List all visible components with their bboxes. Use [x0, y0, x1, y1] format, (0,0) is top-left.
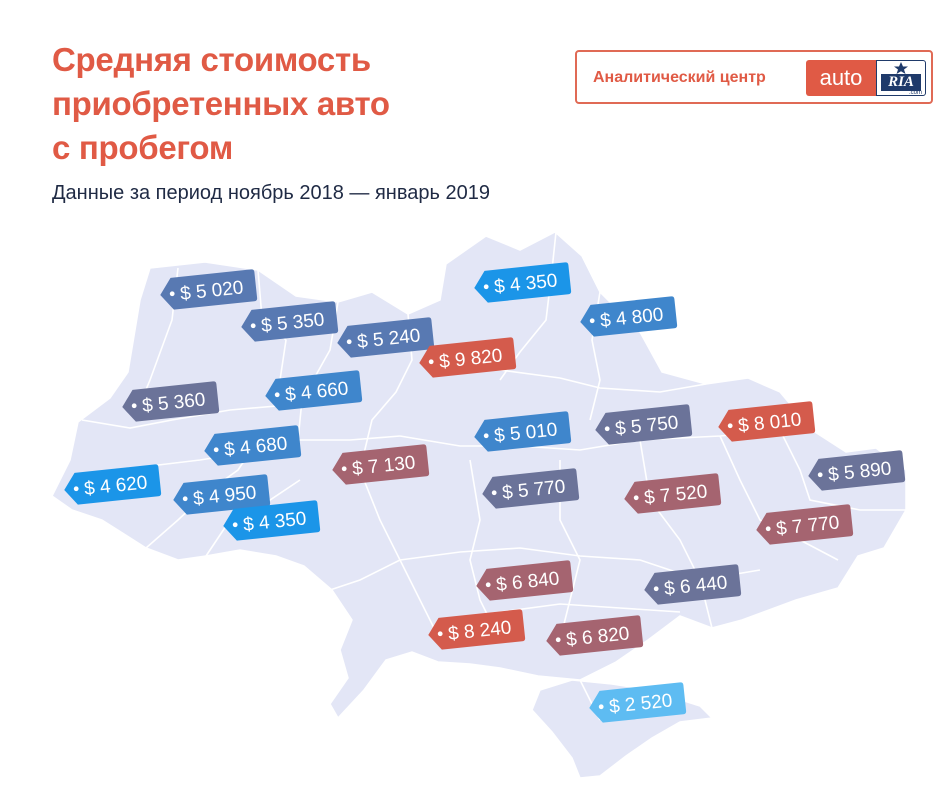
price-tag-shape	[337, 317, 435, 358]
price-tag-hole	[437, 631, 443, 637]
price-tag: $ 4 680	[204, 425, 302, 466]
price-tag-shape	[476, 560, 574, 601]
price-tag: $ 5 890	[808, 450, 906, 491]
price-tag-hole	[131, 403, 137, 409]
price-tag-hole	[232, 522, 238, 528]
price-tag-shape	[756, 504, 854, 545]
price-tag-shape	[546, 615, 644, 656]
price-tag: $ 5 350	[241, 301, 339, 342]
price-tag-shape	[428, 609, 526, 650]
price-tag-shape	[808, 450, 906, 491]
brand-logo-ria: RIA .com	[876, 60, 926, 96]
price-tag: $ 7 130	[332, 444, 430, 485]
price-tag-hole	[213, 447, 219, 453]
price-tag-hole	[653, 586, 659, 592]
price-tag-hole	[765, 526, 771, 532]
price-tag-layer: $ 5 020$ 5 350$ 5 240$ 4 350$ 4 800$ 9 8…	[64, 262, 906, 723]
price-tag: $ 5 750	[595, 404, 693, 445]
price-tag-shape	[644, 564, 742, 605]
price-tag-shape	[474, 411, 572, 452]
price-tag-shape	[122, 381, 220, 422]
price-tag: $ 2 520	[589, 682, 687, 723]
price-tag: $ 4 620	[64, 464, 162, 505]
price-tag-shape	[419, 337, 517, 378]
price-tag-shape	[482, 468, 580, 509]
price-tag-hole	[483, 284, 489, 290]
price-tag: $ 5 360	[122, 381, 220, 422]
price-tag-hole	[428, 359, 434, 365]
price-tag: $ 5 020	[160, 269, 258, 310]
price-tag: $ 9 820	[419, 337, 517, 378]
price-tag-shape	[223, 500, 321, 541]
price-tag-hole	[817, 472, 823, 478]
price-tag: $ 4 660	[265, 370, 363, 411]
price-tag: $ 6 840	[476, 560, 574, 601]
price-tag: $ 6 820	[546, 615, 644, 656]
price-tag: $ 4 950	[173, 474, 271, 515]
price-tag: $ 8 010	[718, 401, 816, 442]
price-tag: $ 7 520	[624, 473, 722, 514]
price-tag: $ 4 350	[474, 262, 572, 303]
price-tag-hole	[727, 423, 733, 429]
price-tag: $ 5 010	[474, 411, 572, 452]
price-tag-shape	[241, 301, 339, 342]
title-line-3: с пробегом	[52, 129, 233, 166]
price-tag-hole	[589, 318, 595, 324]
brand-logo-ria-text: RIA	[881, 74, 921, 91]
price-tag-hole	[346, 339, 352, 345]
price-tag: $ 5 770	[482, 468, 580, 509]
price-tag-shape	[332, 444, 430, 485]
price-tag-shape	[624, 473, 722, 514]
price-tag-hole	[341, 466, 347, 472]
title-line-1: Средняя стоимость	[52, 41, 371, 78]
price-tag: $ 8 240	[428, 609, 526, 650]
price-tag-hole	[483, 433, 489, 439]
chart-title: Средняя стоимость приобретенных авто с п…	[52, 38, 572, 170]
price-tag-shape	[265, 370, 363, 411]
price-tag-shape	[595, 404, 693, 445]
price-tag-shape	[204, 425, 302, 466]
price-tag-hole	[182, 496, 188, 502]
price-tag-hole	[169, 291, 175, 297]
title-line-2: приобретенных авто	[52, 85, 390, 122]
price-tag-hole	[73, 486, 79, 492]
price-tag-hole	[598, 704, 604, 710]
price-tag-hole	[633, 495, 639, 501]
price-tag-shape	[64, 464, 162, 505]
price-tag-hole	[250, 323, 256, 329]
brand-logo-domain: .com	[908, 90, 922, 96]
price-tag-hole	[604, 426, 610, 432]
price-tag-shape	[718, 401, 816, 442]
price-tag-shape	[580, 296, 678, 337]
price-tag: $ 5 240	[337, 317, 435, 358]
price-tag-shape	[474, 262, 572, 303]
price-tag: $ 7 770	[756, 504, 854, 545]
brand-caption: Аналитический центр	[593, 69, 766, 86]
price-tag-shape	[160, 269, 258, 310]
brand-logo-auto: auto	[806, 60, 876, 96]
chart-subtitle: Данные за период ноябрь 2018 — январь 20…	[52, 182, 490, 204]
price-tag: $ 4 800	[580, 296, 678, 337]
price-tag: $ 6 440	[644, 564, 742, 605]
price-tag-shape	[173, 474, 271, 515]
price-tag-hole	[555, 637, 561, 643]
price-tag-hole	[485, 582, 491, 588]
brand-badge: Аналитический центр auto RIA .com	[575, 50, 933, 104]
price-tag: $ 4 350	[223, 500, 321, 541]
price-tag-shape	[589, 682, 687, 723]
price-tag-hole	[274, 392, 280, 398]
price-tag-hole	[491, 490, 497, 496]
star-icon	[894, 62, 908, 74]
